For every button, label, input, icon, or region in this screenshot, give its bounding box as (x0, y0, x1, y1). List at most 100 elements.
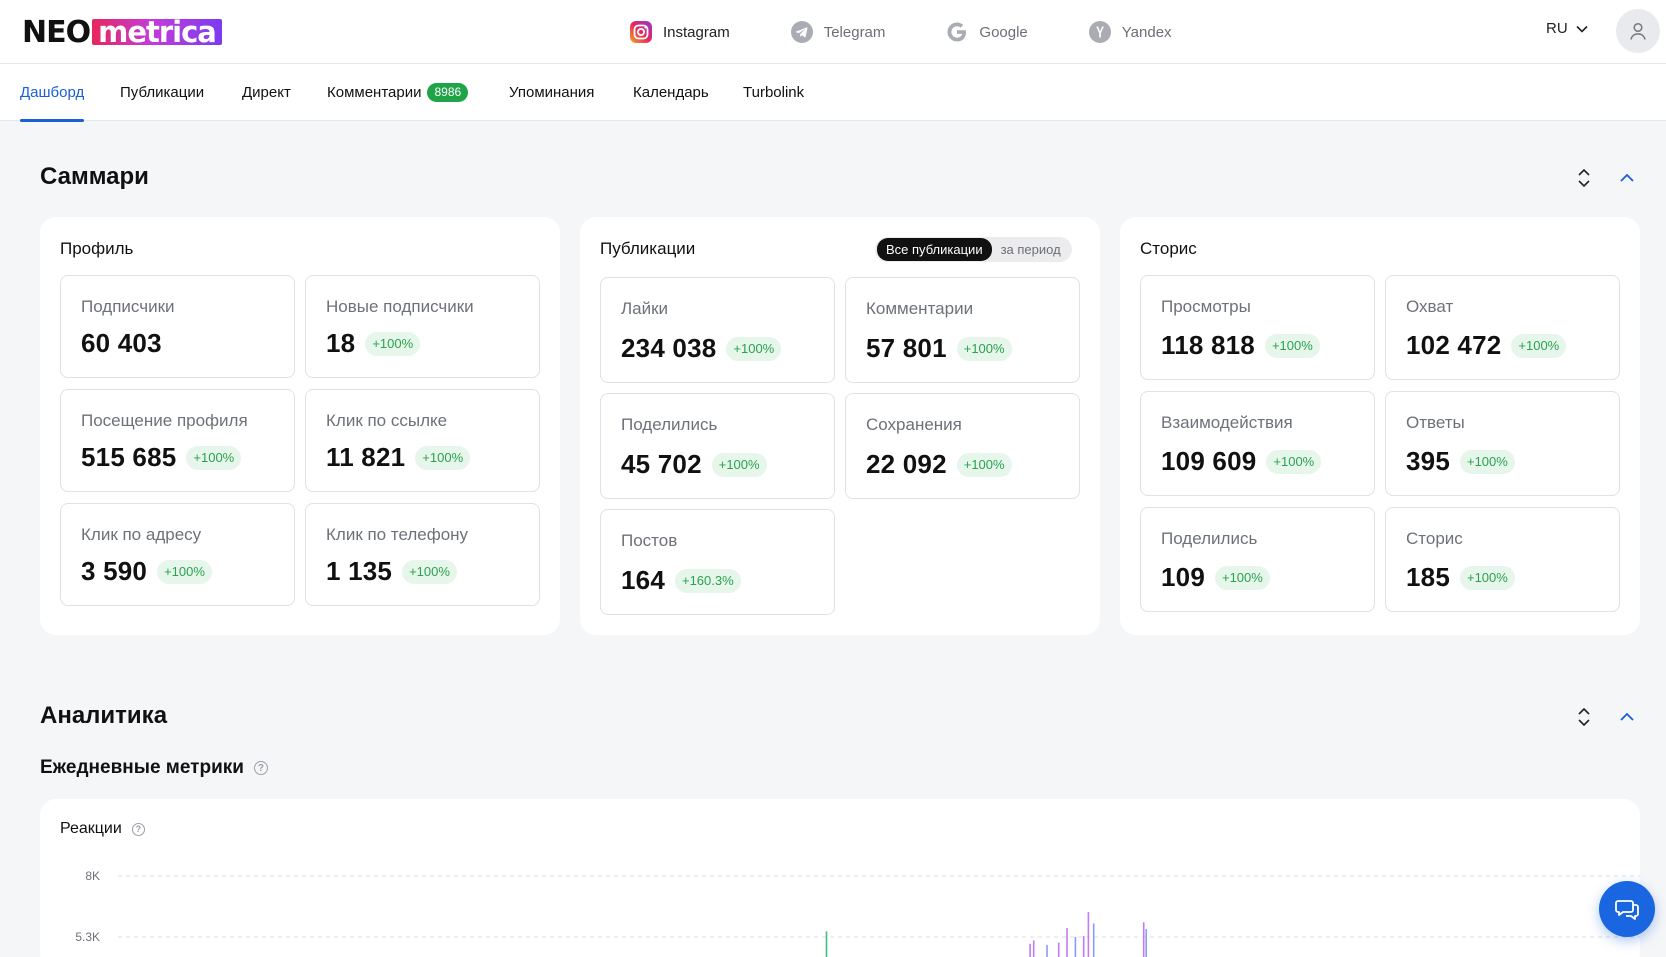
toggle-all-publications[interactable]: Все публикации (877, 238, 992, 261)
tab-publications[interactable]: Публикации (120, 64, 204, 121)
platform-yandex[interactable]: Yandex (1088, 20, 1172, 44)
logo[interactable]: NEO metrica (22, 15, 222, 50)
metric-label: Комментарии (866, 299, 974, 318)
metric-value: 11 821 (326, 442, 406, 472)
support-chat-button[interactable] (1599, 881, 1655, 937)
metric-card: Поделились 45 702 +100% (600, 393, 835, 499)
user-icon (1630, 22, 1646, 40)
metric-card: Постов 164 +160.3% (600, 509, 835, 615)
chart-bar[interactable] (1029, 943, 1031, 957)
chart-bar[interactable] (1087, 912, 1090, 957)
profile-panel: Профиль Подписчики 60 403 Новые подписчи… (40, 217, 560, 635)
collapse-icon[interactable] (1616, 167, 1638, 189)
chart-bar[interactable] (1074, 937, 1077, 957)
platform-instagram[interactable]: Instagram (629, 20, 730, 44)
summary-title: Саммари (40, 163, 149, 190)
language-label: RU (1546, 20, 1568, 37)
daily-metrics-heading: Ежедневные метрики ? (40, 757, 268, 779)
chart-bar[interactable] (1046, 944, 1048, 957)
metric-value: 1 135 (326, 556, 393, 586)
publications-period-toggle: Все публикации за период (875, 237, 1072, 262)
change-badge: +100% (157, 559, 212, 584)
platform-label: Google (979, 23, 1028, 41)
chart-y-tick-label: 5.3K (75, 930, 100, 944)
platform-label: Telegram (823, 23, 886, 41)
language-selector[interactable]: RU (1546, 20, 1588, 37)
telegram-icon (790, 20, 814, 44)
sort-icon[interactable] (1573, 167, 1595, 189)
platform-telegram[interactable]: Telegram (790, 20, 886, 44)
tab-label: Комментарии (327, 84, 422, 101)
metric-value: 60 403 (81, 328, 162, 358)
metric-card: Сторис 185 +100% (1385, 507, 1620, 612)
chart-bar[interactable] (1142, 922, 1145, 957)
chart-bar[interactable] (1057, 942, 1060, 957)
tab-turbolink[interactable]: Turbolink (743, 64, 804, 121)
metric-label: Посещение профиля (81, 411, 248, 430)
chat-icon (1615, 900, 1639, 920)
metric-card: Клик по адресу 3 590 +100% (60, 503, 295, 606)
tab-dashboard[interactable]: Дашборд (20, 64, 85, 122)
help-icon[interactable]: ? (253, 761, 268, 775)
daily-metrics-title: Ежедневные метрики (40, 757, 244, 778)
top-bar: NEO metrica Instagram Telegram (0, 0, 1666, 64)
logo-metrica: metrica (92, 18, 222, 47)
change-badge: +100% (1459, 565, 1515, 590)
platform-google[interactable]: Google (945, 20, 1028, 44)
platform-label: Instagram (663, 23, 730, 41)
tab-label: Упоминания (509, 84, 595, 101)
change-badge: +100% (1264, 333, 1320, 358)
metric-label: Сохранения (866, 415, 962, 434)
panel-title: Публикации (600, 239, 696, 258)
collapse-icon[interactable] (1616, 706, 1638, 728)
metric-card: Просмотры 118 818 +100% (1140, 275, 1375, 380)
metric-value: 118 818 (1161, 330, 1255, 360)
metric-value: 22 092 (866, 449, 947, 479)
chart-bar[interactable] (825, 931, 828, 957)
metric-value: 234 038 (621, 333, 717, 363)
panel-title: Профиль (60, 239, 134, 258)
user-avatar[interactable] (1616, 9, 1660, 53)
chart-bar[interactable] (1092, 923, 1095, 957)
change-badge: +100% (365, 331, 421, 356)
metric-card: Взаимодействия 109 609 +100% (1140, 391, 1375, 496)
analytics-title: Аналитика (40, 702, 168, 729)
tab-mentions[interactable]: Упоминания (509, 64, 594, 121)
reactions-chart-panel: Реакции ? 8K 5.3K (40, 799, 1640, 957)
tab-direct[interactable]: Директ (242, 64, 291, 121)
chart-bar[interactable] (1032, 940, 1035, 957)
panel-title: Сторис (1140, 239, 1197, 258)
metric-card: Посещение профиля 515 685 +100% (60, 389, 295, 492)
chart-bar[interactable] (1145, 929, 1147, 957)
change-badge: +100% (402, 559, 457, 584)
publications-panel: Публикации Все публикации за период Лайк… (580, 217, 1100, 635)
metric-label: Поделились (1161, 529, 1258, 548)
metric-value: 185 (1406, 562, 1450, 592)
instagram-icon (629, 20, 653, 44)
metric-value: 18 (326, 328, 356, 358)
metric-card: Подписчики 60 403 (60, 275, 295, 378)
change-badge: +100% (186, 445, 242, 470)
change-badge: +100% (1459, 449, 1515, 474)
chart-bar[interactable] (1066, 928, 1068, 957)
chart-title-row: Реакции ? (60, 820, 145, 838)
metric-card: Ответы 395 +100% (1385, 391, 1620, 496)
metric-card: Клик по ссылке 11 821 +100% (305, 389, 540, 492)
metric-card: Лайки 234 038 +100% (600, 277, 835, 383)
toggle-for-period[interactable]: за период (1000, 242, 1061, 257)
metric-value: 164 (621, 565, 665, 595)
chart-bar[interactable] (1082, 935, 1085, 957)
change-badge: +100% (956, 452, 1012, 477)
chart-y-tick-label: 8K (85, 869, 100, 883)
metric-value: 45 702 (621, 449, 702, 479)
tab-comments[interactable]: Комментарии 8986 (327, 64, 469, 121)
change-badge: +100% (1214, 565, 1270, 590)
tab-calendar[interactable]: Календарь (633, 64, 709, 121)
sort-icon[interactable] (1573, 706, 1595, 728)
help-icon[interactable]: ? (131, 822, 145, 836)
main-tabs: Дашборд Публикации Директ Комментарии 89… (0, 64, 1666, 122)
metric-label: Ответы (1406, 413, 1465, 432)
tab-label: Дашборд (20, 84, 85, 101)
metric-value: 3 590 (81, 556, 148, 586)
reactions-chart: 8K 5.3K (75, 869, 1640, 957)
